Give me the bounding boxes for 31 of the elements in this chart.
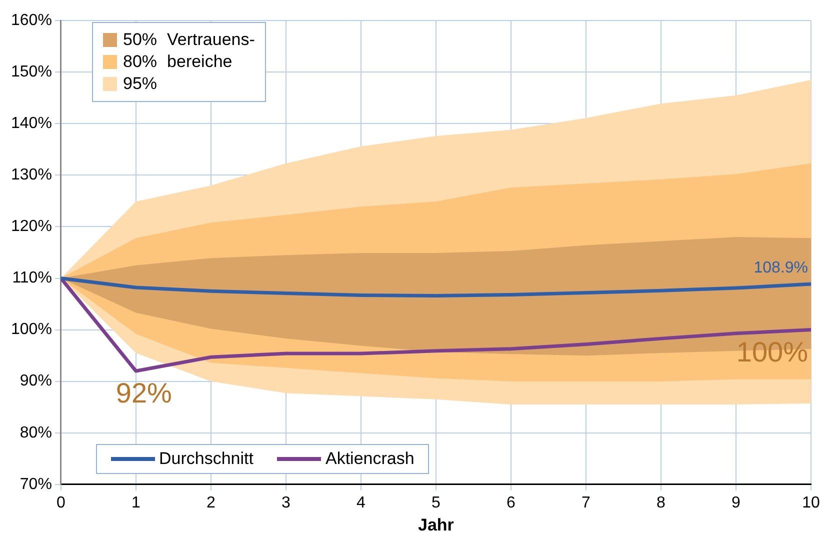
data-label: 100% — [736, 336, 808, 368]
x-tick-label: 6 — [506, 494, 516, 512]
y-tick-label: 70% — [20, 476, 52, 493]
x-tick-label: 8 — [656, 494, 666, 512]
x-tick-label: 4 — [356, 494, 366, 512]
y-tick-label: 120% — [11, 218, 52, 236]
y-tick-label: 90% — [20, 372, 52, 390]
x-tick-label: 0 — [56, 494, 66, 512]
data-label: 92% — [116, 378, 172, 409]
x-tick-label: 10 — [802, 494, 820, 512]
y-tick-label: 150% — [11, 64, 52, 81]
x-tick-label: 2 — [206, 494, 216, 512]
legend-label: 80% — [123, 51, 158, 73]
y-tick-label: 160% — [11, 12, 52, 30]
x-tick-label: 3 — [281, 494, 290, 512]
x-tick-label: 1 — [131, 494, 140, 512]
y-tick-label: 130% — [11, 166, 52, 184]
legend-label: 50% — [123, 29, 158, 51]
legend-label: Aktiencrash — [325, 449, 414, 469]
y-tick-label: 140% — [11, 115, 52, 132]
x-tick-label: 7 — [582, 494, 591, 512]
legend-title: Vertrauens- bereiche — [167, 29, 255, 73]
x-axis-title: Jahr — [418, 515, 454, 534]
y-tick-label: 100% — [11, 321, 52, 338]
legend-label: Durchschnitt — [159, 449, 254, 469]
x-tick-label: 9 — [732, 494, 741, 512]
y-tick-label: 110% — [12, 270, 52, 287]
legend-label: 95% — [123, 73, 158, 95]
x-tick-label: 5 — [432, 494, 441, 512]
data-label: 108.9% — [754, 259, 808, 276]
y-tick-label: 80% — [20, 424, 52, 442]
